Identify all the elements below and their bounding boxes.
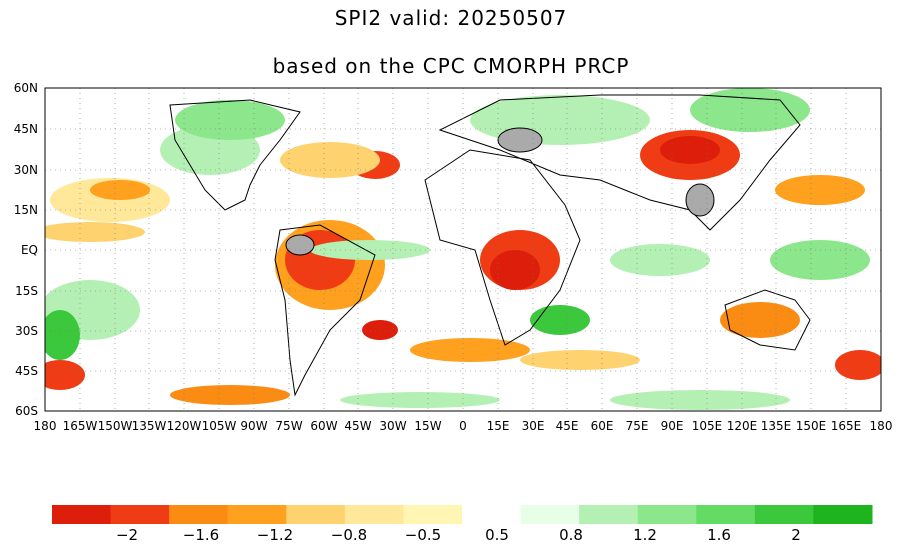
lon-label: 105W: [202, 419, 237, 433]
colorbar-label: −0.5: [405, 526, 441, 544]
lon-label: 120W: [167, 419, 202, 433]
dry-patch: [45, 360, 85, 390]
lon-label: 75E: [626, 419, 649, 433]
lon-label: 135E: [761, 419, 792, 433]
no-data-region: [285, 234, 315, 256]
colorbar-swatch: [286, 505, 346, 524]
wet-patch: [770, 240, 870, 280]
wet-patch: [175, 100, 285, 140]
eurasia-outline: [438, 94, 801, 231]
lon-label: 150E: [796, 419, 827, 433]
lon-label: 180: [870, 419, 893, 433]
lat-label: 30S: [15, 324, 38, 338]
australia-outline: [724, 289, 811, 351]
lat-label: 60S: [15, 404, 38, 418]
colorbar-swatch: [52, 505, 112, 524]
colorbar-swatch: [520, 505, 580, 524]
colorbar-label: 2: [791, 526, 801, 544]
lon-label: 105E: [692, 419, 723, 433]
lon-label: 120E: [727, 419, 758, 433]
lon-label: 90W: [240, 419, 267, 433]
lon-label: 30E: [522, 419, 545, 433]
lat-label: EQ: [21, 243, 38, 257]
wet-patch: [340, 392, 500, 408]
map-frame: [44, 87, 882, 412]
dry-patch: [410, 338, 530, 362]
dry-patch: [362, 320, 398, 340]
colorbar-label: 0.5: [485, 526, 509, 544]
dry-patch: [280, 142, 380, 178]
lon-label: 150W: [98, 419, 133, 433]
dry-patch: [835, 350, 881, 380]
colorbar-label: −1.6: [183, 526, 219, 544]
dry-patch: [660, 136, 720, 164]
no-data-region: [497, 127, 543, 153]
lat-label: 30N: [14, 163, 38, 177]
colorbar-swatch: [227, 505, 287, 524]
dry-patch: [490, 250, 540, 290]
colorbar: [52, 505, 873, 524]
colorbar-label: 0.8: [559, 526, 583, 544]
lon-label: 15W: [414, 419, 441, 433]
colorbar-swatch: [344, 505, 404, 524]
colorbar-label: 1.2: [633, 526, 657, 544]
dry-patch: [170, 385, 290, 405]
colorbar-label: −2: [116, 526, 138, 544]
wet-patch: [470, 95, 650, 145]
lat-labels: 60N 45N 30N 15N EQ 15S 30S 45S 60S: [14, 81, 38, 418]
dry-patch: [720, 302, 800, 338]
colorbar-swatch: [696, 505, 756, 524]
dry-patch: [775, 175, 865, 205]
wet-patch: [610, 244, 710, 276]
dry-patch: [90, 180, 150, 200]
wet-patch: [690, 88, 810, 132]
wet-patch: [45, 310, 80, 360]
lat-label: 45N: [14, 122, 38, 136]
anomaly-fields: [45, 88, 881, 410]
lon-label: 165E: [831, 419, 862, 433]
wet-patch: [610, 390, 790, 410]
no-data-region: [685, 183, 715, 217]
lon-label: 165W: [63, 419, 98, 433]
colorbar-swatch: [462, 505, 522, 524]
colorbar-swatch: [813, 505, 873, 524]
lon-label: 45W: [344, 419, 371, 433]
colorbar-swatch: [637, 505, 697, 524]
colorbar-label: −0.8: [331, 526, 367, 544]
north-america-outline: [169, 99, 301, 211]
wet-patch: [530, 305, 590, 335]
colorbar-labels: −2 −1.6 −1.2 −0.8 −0.5 0.5 0.8 1.2 1.6 2: [116, 526, 801, 544]
lat-label: 45S: [15, 364, 38, 378]
colorbar-label: 1.6: [707, 526, 731, 544]
lat-label: 15N: [14, 203, 38, 217]
lon-label: 15E: [487, 419, 510, 433]
lon-label: 75W: [275, 419, 302, 433]
south-america-outline: [274, 224, 376, 397]
colorbar-swatch: [579, 505, 639, 524]
lon-labels: 180 165W 150W 135W 120W 105W 90W 75W 60W…: [34, 419, 893, 433]
colorbar-label: −1.2: [257, 526, 293, 544]
colorbar-swatch: [110, 505, 170, 524]
lon-label: 30W: [379, 419, 406, 433]
lon-label: 45E: [556, 419, 579, 433]
colorbar-swatch: [754, 505, 814, 524]
dry-patch: [520, 350, 640, 370]
lat-label: 60N: [14, 81, 38, 95]
lon-label: 90E: [661, 419, 684, 433]
colorbar-swatch: [169, 505, 229, 524]
map-title: SPI2 valid: 20250507: [334, 6, 568, 30]
lat-label: 15S: [15, 284, 38, 298]
lon-label: 60W: [310, 419, 337, 433]
colorbar-swatch: [403, 505, 463, 524]
map-subtitle: based on the CPC CMORPH PRCP: [272, 54, 630, 78]
lon-label: 0: [459, 419, 467, 433]
dry-patch: [45, 222, 145, 242]
lon-label: 60E: [591, 419, 614, 433]
lon-label: 135W: [132, 419, 167, 433]
lon-label: 180: [34, 419, 57, 433]
